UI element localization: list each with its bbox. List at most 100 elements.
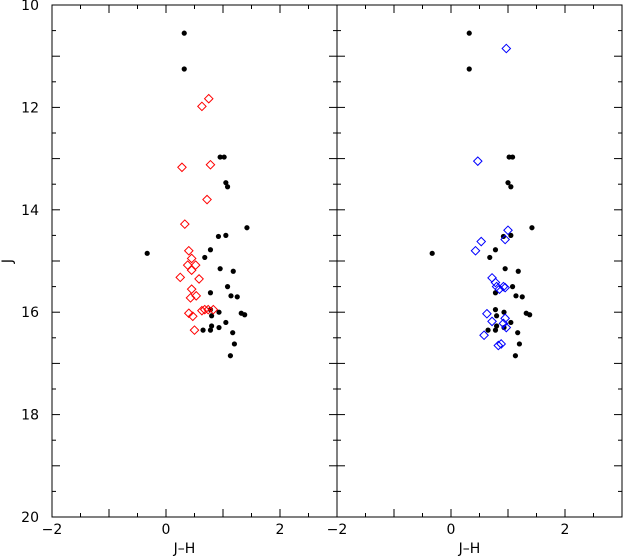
data-point-diamond <box>490 277 501 288</box>
data-point <box>519 294 525 300</box>
data-point <box>216 324 222 331</box>
data-point <box>487 254 493 261</box>
x-tick-label: −2 <box>327 522 348 538</box>
x-tick-label: −2 <box>42 522 63 538</box>
data-point <box>209 313 215 319</box>
data-point-diamond <box>186 284 197 295</box>
x-axis-label: J–H <box>173 541 196 557</box>
data-point <box>429 250 435 256</box>
data-point <box>227 353 234 359</box>
data-point-diamond <box>187 311 198 322</box>
data-point <box>223 180 229 186</box>
data-point <box>215 233 222 240</box>
data-point-diamond <box>186 265 197 276</box>
data-point-diamond <box>194 274 204 284</box>
data-point <box>207 247 214 253</box>
data-point <box>513 293 519 299</box>
data-point-diamond <box>175 272 186 283</box>
data-point <box>216 309 222 315</box>
chart-panel-left: −2 0 2 10 12 14 16 18 20 J–H J <box>0 0 338 557</box>
data-point <box>516 341 523 347</box>
data-point-diamond <box>208 304 219 315</box>
data-point-diamond <box>191 290 202 301</box>
data-point <box>515 268 521 274</box>
data-point-diamond <box>202 194 212 205</box>
data-point-diamond <box>503 225 513 236</box>
data-point <box>224 184 231 190</box>
data-point <box>492 247 499 253</box>
data-point-diamond <box>199 304 210 315</box>
data-point-diamond <box>498 318 509 329</box>
data-point <box>224 284 231 290</box>
data-point <box>466 30 472 36</box>
x-tick-label: 2 <box>561 522 570 538</box>
data-point <box>209 323 215 329</box>
data-point <box>485 327 491 333</box>
data-point <box>512 353 519 359</box>
data-point-diamond <box>487 316 497 327</box>
data-point <box>492 290 499 296</box>
data-point <box>200 327 206 333</box>
x-tick-label: 0 <box>162 522 171 538</box>
data-point <box>529 225 535 231</box>
data-point <box>231 341 237 347</box>
x-axis-label: J–H <box>458 541 481 557</box>
data-point-diamond <box>183 308 194 319</box>
chart-panel-right: −2 0 2 J–H <box>327 4 623 557</box>
data-point-diamond <box>500 313 511 324</box>
data-point-diamond <box>470 245 481 256</box>
data-point-diamond <box>203 93 214 104</box>
y-tick-label: 10 <box>21 0 39 14</box>
data-point-diamond <box>189 325 200 336</box>
data-point <box>207 327 214 333</box>
data-point <box>502 266 508 272</box>
data-point-diamond <box>487 272 497 283</box>
data-point <box>223 319 229 326</box>
data-point-diamond <box>500 282 511 293</box>
data-point <box>501 309 507 315</box>
data-point-diamond <box>472 156 483 167</box>
data-point-diamond <box>479 330 489 341</box>
plot-frame <box>336 4 623 518</box>
data-point <box>509 154 516 160</box>
x-tick-label: 0 <box>447 522 456 538</box>
data-point <box>181 30 187 36</box>
y-tick-label: 20 <box>21 510 39 526</box>
data-point-diamond <box>501 43 512 54</box>
data-point <box>223 232 229 238</box>
data-point <box>230 268 236 274</box>
data-point <box>228 293 234 299</box>
data-point-diamond <box>496 339 507 349</box>
data-point <box>234 294 240 300</box>
y-axis-label: J <box>0 259 16 264</box>
data-point-diamond <box>482 308 492 319</box>
data-point <box>144 250 150 256</box>
data-point-diamond <box>500 234 511 245</box>
data-point-diamond <box>197 305 207 316</box>
data-point <box>508 319 514 326</box>
data-point <box>508 232 514 238</box>
data-point-diamond <box>494 284 505 295</box>
y-tick-label: 18 <box>21 408 39 424</box>
data-point-diamond <box>205 159 216 170</box>
data-point-diamond <box>183 245 194 256</box>
data-point-diamond <box>179 219 190 230</box>
data-point <box>494 313 500 319</box>
y-tick-label: 12 <box>21 100 39 116</box>
data-point <box>494 323 500 329</box>
data-point-diamond <box>186 253 197 264</box>
data-point-diamond <box>501 322 512 333</box>
data-point-diamond <box>185 292 196 303</box>
plot-frame <box>51 4 338 518</box>
y-tick-label: 14 <box>21 203 39 219</box>
data-point-diamond <box>190 260 201 271</box>
data-point <box>505 180 511 186</box>
x-tick-label: 2 <box>276 522 285 538</box>
data-point-diamond <box>493 340 504 351</box>
data-point <box>527 312 533 318</box>
data-point <box>492 327 499 333</box>
data-point-diamond <box>476 236 487 247</box>
y-tick-label: 16 <box>21 305 39 321</box>
